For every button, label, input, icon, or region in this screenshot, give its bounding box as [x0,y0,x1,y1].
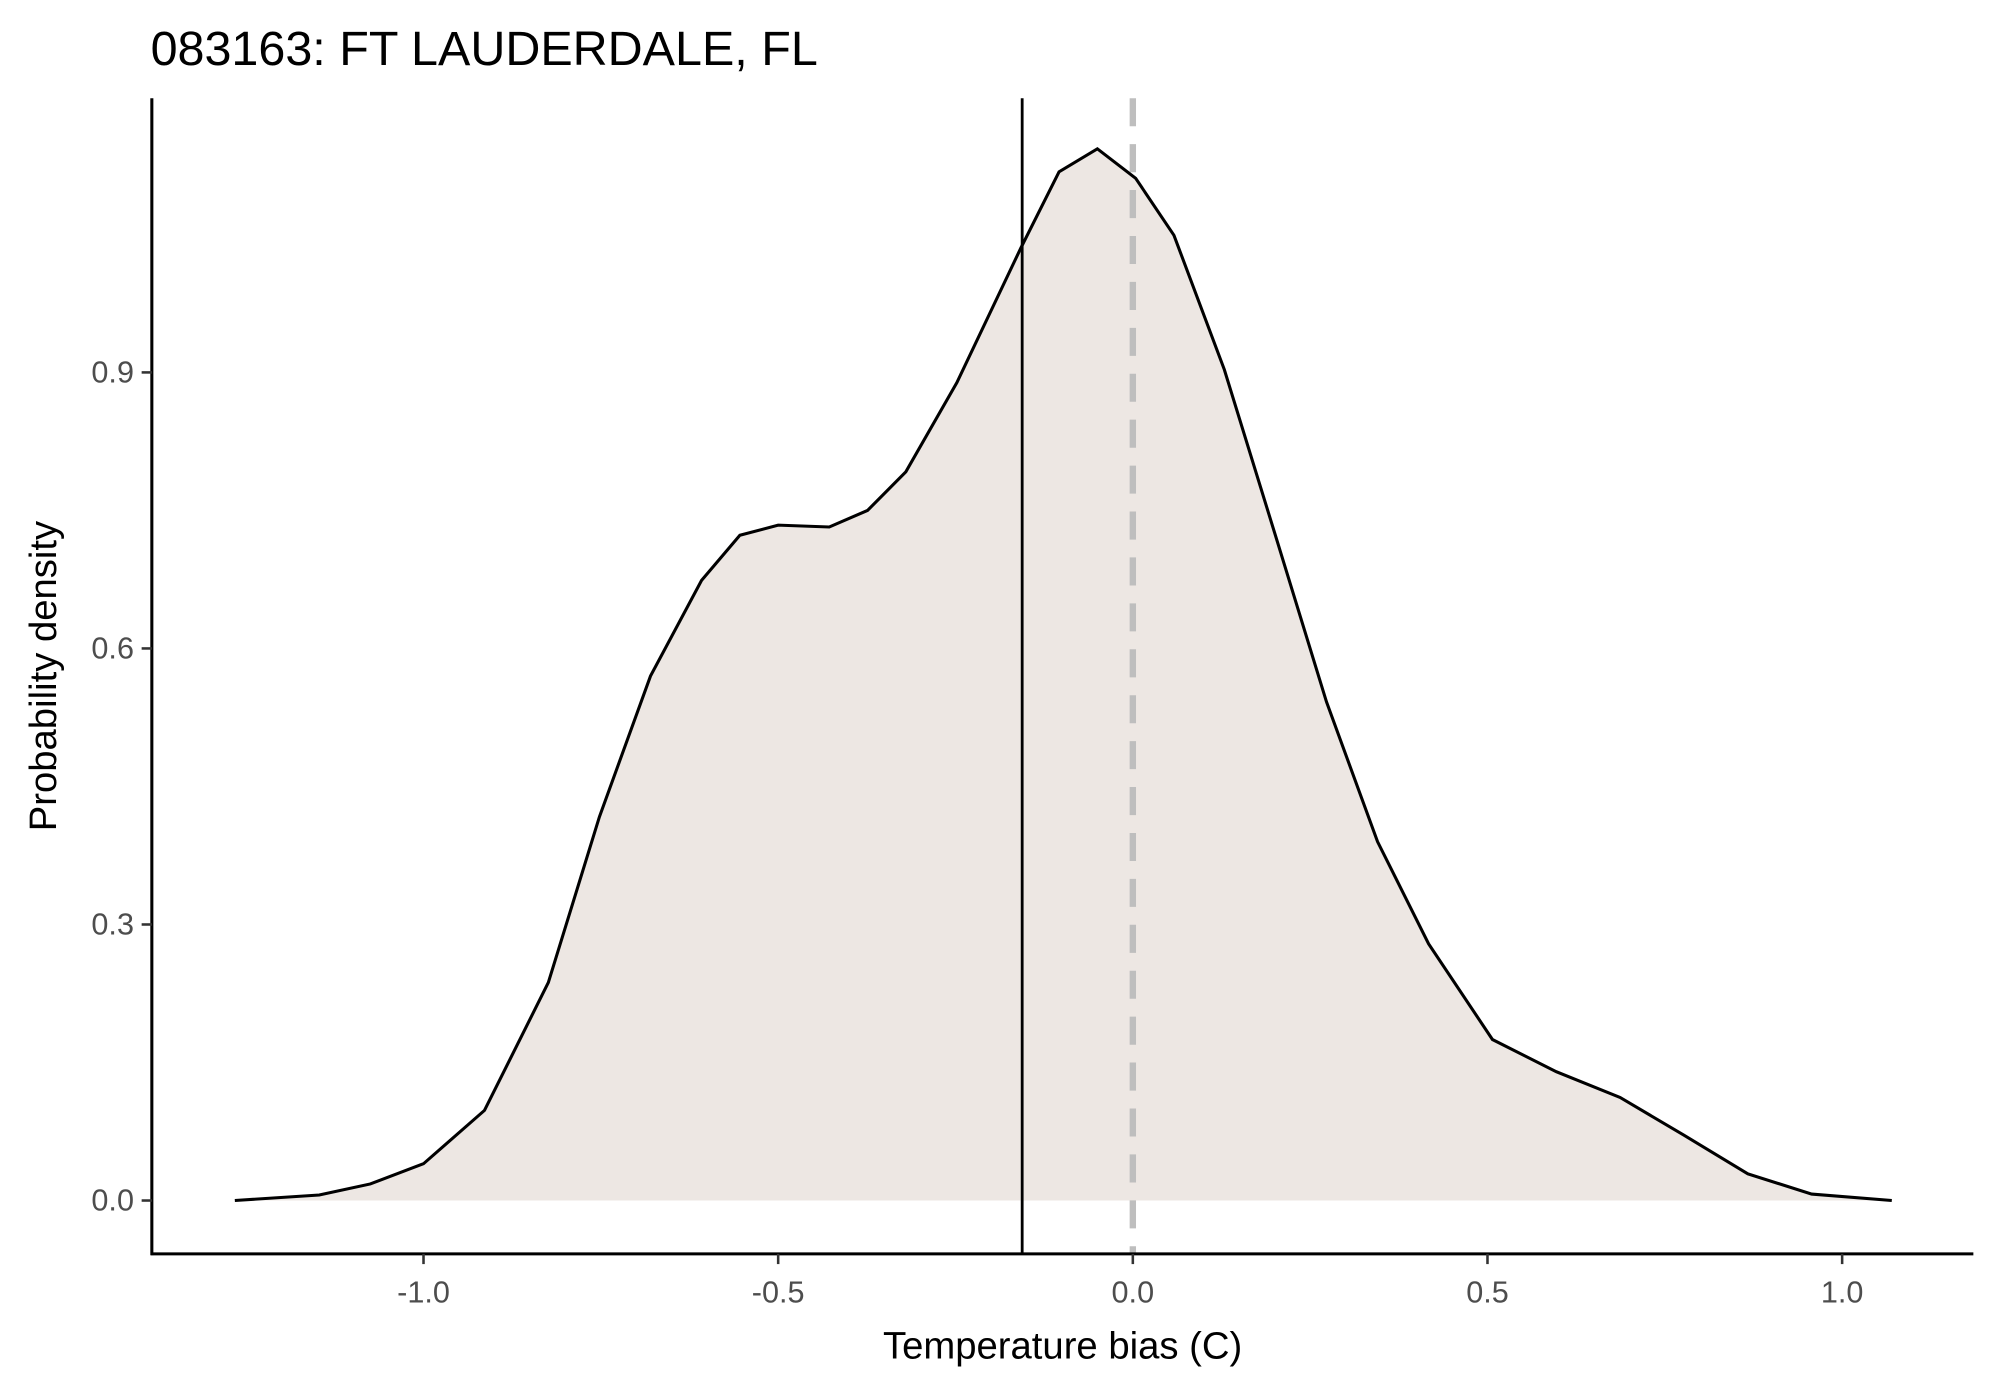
density-area [234,148,1892,1201]
x-axis-title: Temperature bias (C) [883,1324,1242,1367]
x-tick-label: -0.5 [752,1275,805,1309]
y-tick-label: 0.6 [91,632,134,666]
x-tick-label: -1.0 [397,1275,450,1309]
density-line [234,146,1892,1203]
x-tick-label: 0.0 [1112,1275,1155,1309]
x-tick-label: 0.5 [1466,1275,1509,1309]
y-axis-title: Probability density [22,520,65,831]
chart-title: 083163: FT LAUDERDALE, FL [151,22,818,76]
y-tick-label: 0.3 [91,908,134,942]
x-tick-label: 1.0 [1821,1275,1864,1309]
y-tick-label: 0.9 [91,356,134,390]
y-tick-label: 0.0 [91,1184,134,1218]
